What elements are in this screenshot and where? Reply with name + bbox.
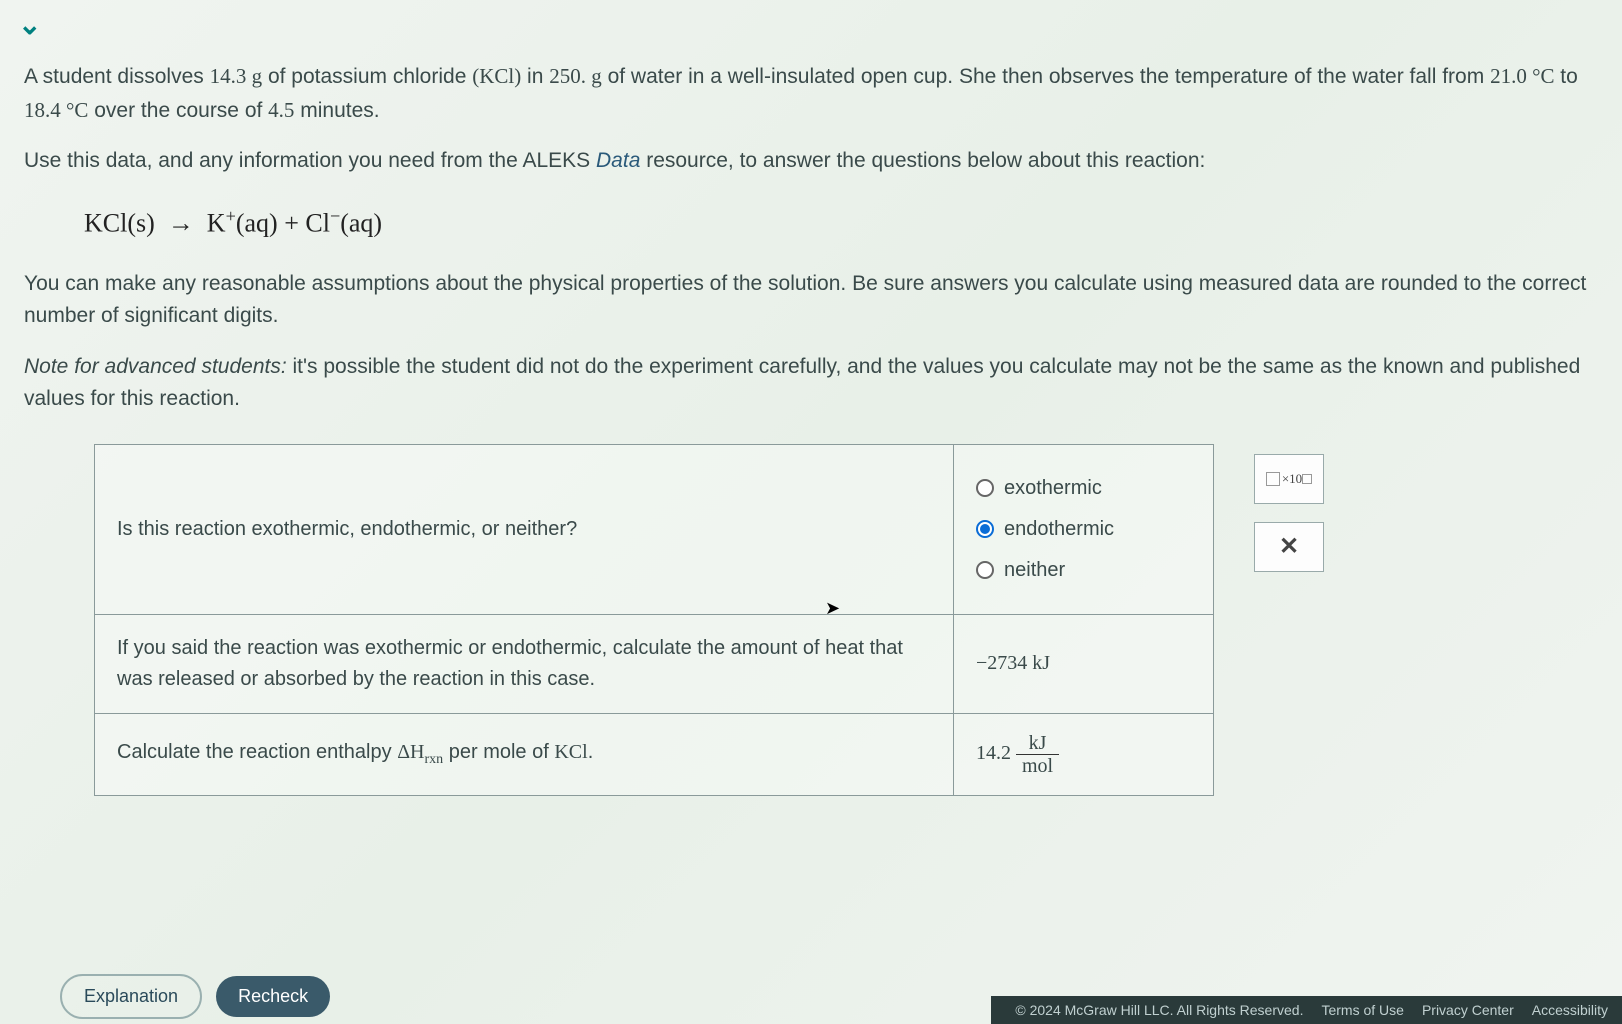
sci-label: ×10 xyxy=(1282,469,1302,489)
question-cell: If you said the reaction was exothermic … xyxy=(95,614,954,713)
cursor-icon: ➤ xyxy=(825,595,840,623)
text: of potassium chloride xyxy=(262,65,472,88)
accessibility-link[interactable]: Accessibility xyxy=(1532,1002,1608,1018)
radio-endothermic[interactable]: endothermic xyxy=(976,514,1191,545)
answer-cell: exothermic endothermic neither xyxy=(954,444,1214,614)
question-table: Is this reaction exothermic, endothermic… xyxy=(94,444,1214,796)
page-footer: © 2024 McGraw Hill LLC. All Rights Reser… xyxy=(991,996,1622,1024)
heat-value: −2734 xyxy=(976,652,1027,674)
eq-lhs: KCl(s) xyxy=(84,208,155,237)
text: per mole of xyxy=(443,741,554,763)
heat-unit: kJ xyxy=(1027,652,1050,674)
eq-plus: + xyxy=(278,208,306,237)
answer-cell[interactable]: −2734 kJ xyxy=(954,614,1214,713)
formula: KCl xyxy=(554,741,587,763)
problem-paragraph-3: You can make any reasonable assumptions … xyxy=(24,268,1598,333)
side-toolbar: ×10 ✕ xyxy=(1254,454,1324,572)
eq-k-charge: + xyxy=(226,206,236,226)
text: A student dissolves xyxy=(24,65,210,88)
advanced-note: Note for advanced students: it's possibl… xyxy=(24,351,1598,416)
duration: 4.5 xyxy=(268,98,294,122)
radio-icon xyxy=(976,479,994,497)
radio-dot-icon xyxy=(980,524,990,534)
problem-paragraph-2: Use this data, and any information you n… xyxy=(24,145,1598,178)
question-cell: Is this reaction exothermic, endothermic… xyxy=(95,444,954,614)
data-resource-link[interactable]: Data xyxy=(596,149,640,172)
explanation-button[interactable]: Explanation xyxy=(60,974,202,1019)
text: minutes. xyxy=(294,99,379,122)
text: over the course of xyxy=(88,99,268,122)
enthalpy-value: 14.2 xyxy=(976,742,1016,764)
text: . xyxy=(588,741,594,763)
eq-cl: Cl xyxy=(305,208,330,237)
note-label: Note for advanced students: xyxy=(24,355,287,378)
eq-arrow: → xyxy=(168,208,194,237)
temp-start: 21.0 °C xyxy=(1490,64,1554,88)
question-cell: Calculate the reaction enthalpy ΔHrxn pe… xyxy=(95,713,954,795)
x-icon: ✕ xyxy=(1279,528,1299,565)
copyright-text: © 2024 McGraw Hill LLC. All Rights Reser… xyxy=(1015,1002,1303,1018)
recheck-button[interactable]: Recheck xyxy=(216,976,330,1017)
text: resource, to answer the questions below … xyxy=(640,149,1205,172)
radio-label: exothermic xyxy=(1004,473,1102,504)
frac-numerator: kJ xyxy=(1016,732,1059,755)
radio-label: endothermic xyxy=(1004,514,1114,545)
delta-h-sub: rxn xyxy=(425,752,444,767)
scientific-notation-button[interactable]: ×10 xyxy=(1254,454,1324,504)
text: in xyxy=(521,65,549,88)
frac-denominator: mol xyxy=(1016,755,1059,777)
chevron-down-icon[interactable]: ⌄ xyxy=(18,8,41,41)
privacy-link[interactable]: Privacy Center xyxy=(1422,1002,1514,1018)
terms-link[interactable]: Terms of Use xyxy=(1321,1002,1403,1018)
radio-label: neither xyxy=(1004,555,1065,586)
table-row: If you said the reaction was exothermic … xyxy=(95,614,1214,713)
table-row: Is this reaction exothermic, endothermic… xyxy=(95,444,1214,614)
radio-icon xyxy=(976,520,994,538)
eq-cl-charge: − xyxy=(330,206,340,226)
radio-neither[interactable]: neither xyxy=(976,555,1191,586)
mass-water: 250. g xyxy=(549,64,602,88)
mass-kcl: 14.3 g xyxy=(210,64,263,88)
temp-end: 18.4 °C xyxy=(24,98,88,122)
eq-k: K xyxy=(207,208,226,237)
delta-h: ΔH xyxy=(397,741,424,763)
eq-k-state: (aq) xyxy=(236,208,278,237)
problem-content: A student dissolves 14.3 g of potassium … xyxy=(0,0,1622,796)
clear-button[interactable]: ✕ xyxy=(1254,522,1324,572)
text: to xyxy=(1554,65,1577,88)
sci-box-icon xyxy=(1266,472,1280,486)
problem-paragraph-1: A student dissolves 14.3 g of potassium … xyxy=(24,60,1598,127)
formula-kcl: (KCl) xyxy=(472,64,521,88)
unit-fraction: kJ mol xyxy=(1016,732,1059,777)
sci-exp-icon xyxy=(1302,474,1312,484)
text: Use this data, and any information you n… xyxy=(24,149,596,172)
text: Calculate the reaction enthalpy xyxy=(117,741,397,763)
table-row: Calculate the reaction enthalpy ΔHrxn pe… xyxy=(95,713,1214,795)
eq-cl-state: (aq) xyxy=(340,208,382,237)
radio-exothermic[interactable]: exothermic xyxy=(976,473,1191,504)
radio-icon xyxy=(976,561,994,579)
answer-cell[interactable]: 14.2 kJ mol xyxy=(954,713,1214,795)
text: of water in a well-insulated open cup. S… xyxy=(602,65,1490,88)
chemical-equation: KCl(s) → K+(aq) + Cl−(aq) xyxy=(84,202,1598,244)
